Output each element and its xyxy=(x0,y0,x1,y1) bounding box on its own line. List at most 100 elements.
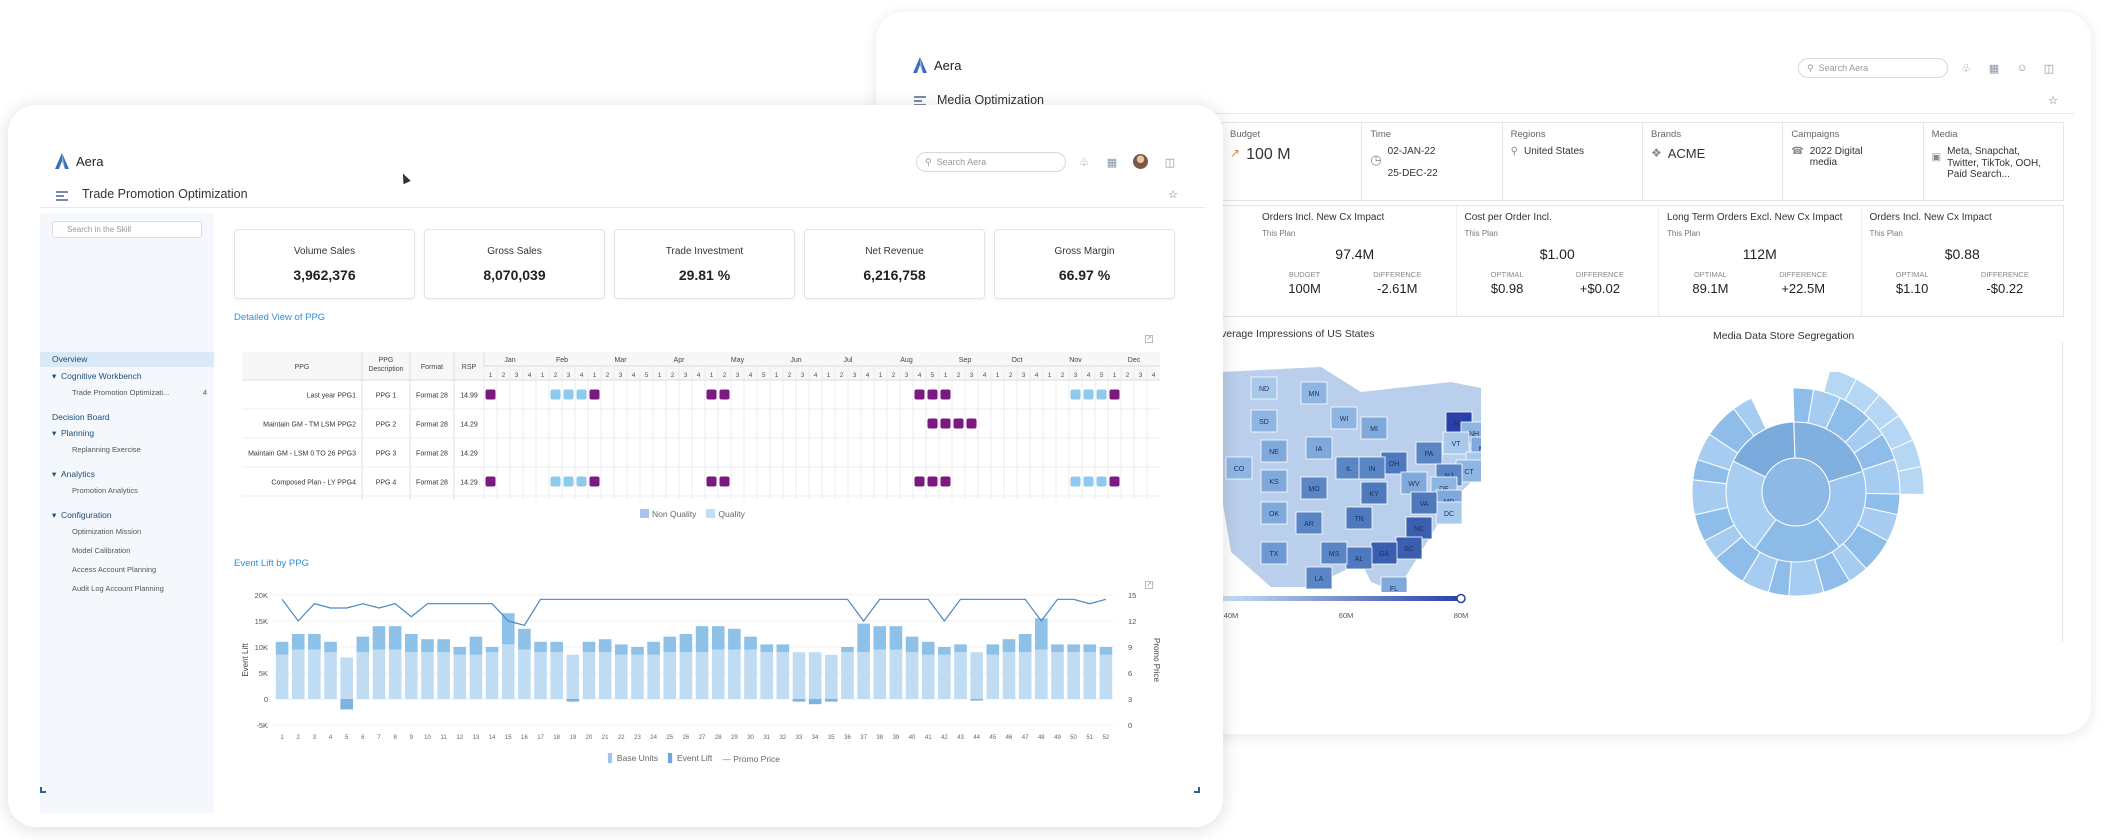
menu-icon[interactable] xyxy=(56,191,68,201)
base-units-bar[interactable] xyxy=(631,654,644,699)
map-state[interactable] xyxy=(1260,501,1288,525)
event-lift-bar[interactable] xyxy=(695,626,709,653)
map-state[interactable] xyxy=(1442,431,1470,455)
ppg-calendar-grid[interactable]: PPG PPG Description Format RSP Jan Feb Mar Apr Ma… xyxy=(242,352,1162,502)
event-lift-bar[interactable] xyxy=(663,636,677,653)
event-lift-bar[interactable] xyxy=(437,639,450,653)
map-state[interactable] xyxy=(1320,541,1348,565)
base-units-bar[interactable] xyxy=(938,654,951,699)
event-lift-bar[interactable] xyxy=(372,626,386,650)
base-units-bar[interactable] xyxy=(1002,652,1016,699)
promo-cell[interactable] xyxy=(706,389,717,400)
sidebar-item-access-account-planning[interactable]: Access Account Planning xyxy=(72,565,157,574)
star-icon[interactable]: ☆ xyxy=(2048,94,2058,107)
event-lift-bar[interactable] xyxy=(825,699,838,702)
base-units-bar[interactable] xyxy=(405,652,418,699)
base-units-bar[interactable] xyxy=(437,652,450,699)
base-units-bar[interactable] xyxy=(873,649,887,699)
base-units-bar[interactable] xyxy=(615,654,628,699)
event-lift-bar[interactable] xyxy=(938,647,951,655)
promo-cell[interactable] xyxy=(940,476,951,487)
event-lift-bar[interactable] xyxy=(728,628,741,650)
event-lift-bar[interactable] xyxy=(469,636,483,655)
base-units-bar[interactable] xyxy=(711,649,725,699)
promo-cell[interactable] xyxy=(576,389,587,400)
skill-search-input[interactable]: Search in the Skill xyxy=(52,221,202,238)
event-lift-bar[interactable] xyxy=(356,636,370,653)
avatar[interactable] xyxy=(1133,154,1148,169)
filter-brands[interactable]: Brands ❖ ACME xyxy=(1643,123,1784,200)
base-units-bar[interactable] xyxy=(582,652,596,699)
promo-cell[interactable] xyxy=(1070,476,1081,487)
base-units-bar[interactable] xyxy=(776,652,790,699)
event-lift-bar[interactable] xyxy=(647,641,660,655)
promo-cell[interactable] xyxy=(1070,389,1081,400)
kpi-card[interactable]: Net Revenue 6,216,758 xyxy=(804,229,985,299)
base-units-bar[interactable] xyxy=(808,652,822,699)
map-state[interactable] xyxy=(1415,441,1443,465)
promo-cell[interactable] xyxy=(914,476,925,487)
map-state[interactable] xyxy=(1380,576,1408,592)
event-lift-bar[interactable] xyxy=(711,626,725,650)
base-units-bar[interactable] xyxy=(372,649,386,699)
base-units-bar[interactable] xyxy=(760,652,773,699)
event-lift-bar[interactable] xyxy=(405,634,418,653)
event-lift-bar[interactable] xyxy=(889,626,903,650)
search-input[interactable]: ⚲ Search Aera xyxy=(1798,58,1948,78)
base-units-bar[interactable] xyxy=(324,652,337,699)
bell-icon[interactable]: ♧ xyxy=(1961,62,1971,75)
kpi-card[interactable]: Trade Investment 29.81 % xyxy=(614,229,795,299)
promo-cell[interactable] xyxy=(1109,476,1120,487)
user-icon[interactable]: ☺ xyxy=(2016,62,2028,74)
map-state[interactable] xyxy=(1305,436,1333,460)
sunburst-chart[interactable] xyxy=(1666,372,1926,632)
legend-event-lift[interactable]: ▋ Event Lift xyxy=(668,753,713,763)
event-lift-bar[interactable] xyxy=(1002,639,1016,653)
base-units-bar[interactable] xyxy=(1035,649,1048,699)
map-state[interactable] xyxy=(1300,381,1328,405)
promo-cell[interactable] xyxy=(927,418,938,429)
base-units-bar[interactable] xyxy=(566,654,580,699)
base-units-bar[interactable] xyxy=(825,654,838,699)
event-lift-bar[interactable] xyxy=(857,623,870,653)
base-units-bar[interactable] xyxy=(792,652,806,699)
map-state[interactable] xyxy=(1410,491,1438,515)
base-units-bar[interactable] xyxy=(663,652,677,699)
map-state[interactable] xyxy=(1250,376,1278,400)
event-lift-bar[interactable] xyxy=(582,641,596,653)
legend-promo-price[interactable]: — Promo Price xyxy=(722,753,781,764)
filter-campaigns[interactable]: Campaigns ☎ 2022 Digital media xyxy=(1783,123,1924,200)
search-input[interactable]: ⚲ Search Aera xyxy=(916,152,1066,172)
event-lift-bar[interactable] xyxy=(534,641,547,653)
base-units-bar[interactable] xyxy=(275,654,289,699)
promo-cell[interactable] xyxy=(706,476,717,487)
event-lift-bar[interactable] xyxy=(453,647,467,655)
event-lift-bar[interactable] xyxy=(275,641,289,655)
event-lift-bar[interactable] xyxy=(631,647,644,655)
kpi-card[interactable]: Volume Sales 3,962,376 xyxy=(234,229,415,299)
event-lift-bar[interactable] xyxy=(308,634,321,650)
base-units-bar[interactable] xyxy=(905,652,919,699)
filter-budget[interactable]: Budget ↗ 100 M xyxy=(1222,123,1363,200)
event-lift-bar[interactable] xyxy=(776,644,790,653)
promo-cell[interactable] xyxy=(719,389,730,400)
event-section-title[interactable]: Event Lift by PPG xyxy=(234,558,309,569)
promo-cell[interactable] xyxy=(550,389,561,400)
event-lift-bar[interactable] xyxy=(485,647,499,653)
promo-cell[interactable] xyxy=(719,476,730,487)
event-lift-bar[interactable] xyxy=(1035,618,1048,650)
base-units-bar[interactable] xyxy=(1018,652,1032,699)
base-units-bar[interactable] xyxy=(889,649,903,699)
promo-price-line[interactable] xyxy=(281,598,1107,626)
expand-icon[interactable]: ↗ xyxy=(1145,581,1153,589)
filter-media[interactable]: Media ▣ Meta, Snapchat, Twitter, TikTok, … xyxy=(1931,129,2041,180)
event-lift-bar[interactable] xyxy=(291,634,305,650)
sidebar-group-planning[interactable]: ▾ Planning xyxy=(52,428,95,438)
event-lift-bar[interactable] xyxy=(1083,644,1097,653)
us-states-map[interactable]: NDMNSDWINEIAILMIOHPANYMENHVTMARICTNJDEMD… xyxy=(1221,352,1481,592)
sidebar-head-decision-board[interactable]: Decision Board xyxy=(52,412,110,422)
event-lift-bar[interactable] xyxy=(615,644,628,655)
event-lift-bar[interactable] xyxy=(970,699,983,701)
map-color-scale[interactable]: 40M 60M 80M xyxy=(1221,590,1481,630)
